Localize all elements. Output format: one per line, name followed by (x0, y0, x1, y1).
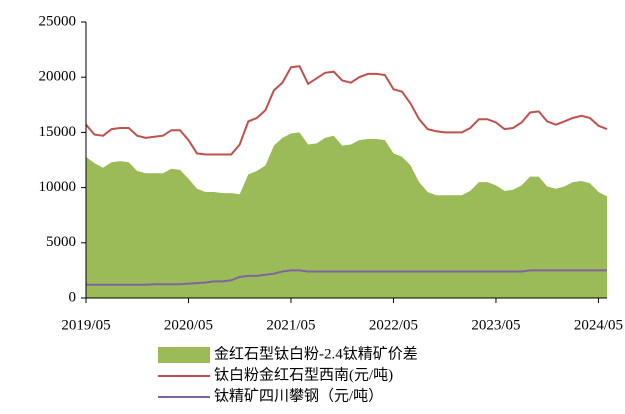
area (86, 132, 607, 298)
x-tick-label: 2020/05 (164, 317, 213, 333)
legend-swatch (158, 347, 210, 363)
y-tick-label: 25000 (39, 13, 77, 29)
x-tick-label: 2021/05 (266, 317, 315, 333)
legend-label: 钛白粉金红石型西南(元/吨) (214, 366, 393, 383)
x-tick-label: 2023/05 (471, 317, 520, 333)
y-tick-label: 10000 (39, 179, 77, 195)
y-tick-label: 5000 (46, 234, 76, 250)
y-tick-label: 15000 (39, 124, 77, 140)
y-tick-label: 20000 (39, 69, 77, 85)
legend-label: 钛精矿四川攀钢（元/吨） (214, 387, 383, 404)
x-tick-label: 2019/05 (61, 317, 110, 333)
y-tick-label: 0 (69, 289, 77, 305)
x-tick-label: 2024/05 (574, 317, 623, 333)
line (86, 269, 607, 286)
line (85, 65, 608, 156)
x-tick-label: 2022/05 (369, 317, 418, 333)
legend-label: 金红石型钛白粉-2.4钛精矿价差 (214, 345, 418, 362)
